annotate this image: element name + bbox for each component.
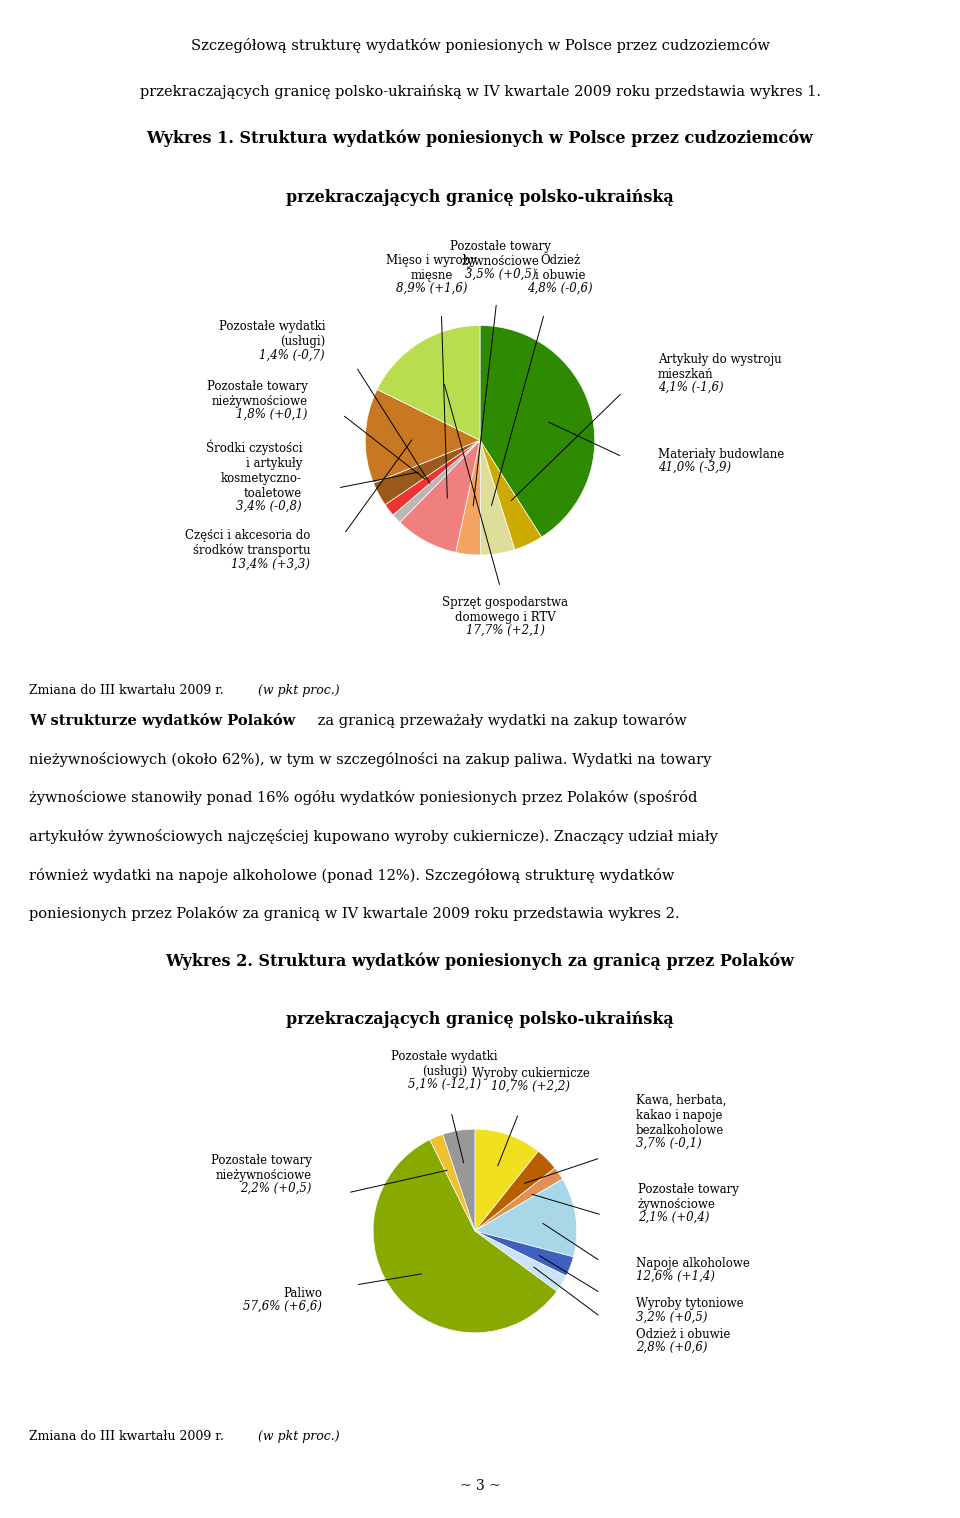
Text: 4,8% (-0,6): 4,8% (-0,6) — [528, 282, 593, 294]
Wedge shape — [443, 1129, 475, 1231]
Text: 8,9% (+1,6): 8,9% (+1,6) — [396, 282, 468, 294]
Wedge shape — [475, 1231, 566, 1292]
Text: Pozostałe towary
nieżywnościowe: Pozostałe towary nieżywnościowe — [211, 1154, 312, 1183]
Text: 17,7% (+2,1): 17,7% (+2,1) — [466, 624, 544, 638]
Text: 1,4% (-0,7): 1,4% (-0,7) — [259, 349, 325, 361]
Wedge shape — [475, 1167, 563, 1231]
Wedge shape — [475, 1151, 555, 1231]
Text: Zmiana do III kwartału 2009 r.: Zmiana do III kwartału 2009 r. — [29, 1430, 228, 1442]
Text: Kawa, herbata,
kakao i napoje
bezalkoholowe: Kawa, herbata, kakao i napoje bezalkohol… — [636, 1094, 727, 1137]
Text: 3,7% (-0,1): 3,7% (-0,1) — [636, 1137, 702, 1151]
Text: Artykuły do wystroju
mieszkań: Artykuły do wystroju mieszkań — [658, 352, 781, 381]
Wedge shape — [373, 1140, 557, 1333]
Text: Pozostałe wydatki
(usługi): Pozostałe wydatki (usługi) — [391, 1050, 497, 1078]
Text: artykułów żywnościowych najczęściej kupowano wyroby cukiernicze). Znaczący udzia: artykułów żywnościowych najczęściej kupo… — [29, 829, 718, 844]
Wedge shape — [456, 440, 481, 556]
Text: 2,2% (+0,5): 2,2% (+0,5) — [240, 1183, 312, 1195]
Text: przekraczających granicę polsko-ukraińską: przekraczających granicę polsko-ukraińsk… — [286, 1011, 674, 1028]
Text: Odzież
i obuwie: Odzież i obuwie — [535, 254, 586, 282]
Wedge shape — [365, 390, 480, 483]
Text: 41,0% (-3,9): 41,0% (-3,9) — [658, 461, 731, 474]
Wedge shape — [393, 440, 480, 522]
Text: Paliwo: Paliwo — [283, 1287, 323, 1301]
Text: 2,1% (+0,4): 2,1% (+0,4) — [637, 1210, 709, 1224]
Text: 3,2% (+0,5): 3,2% (+0,5) — [636, 1310, 708, 1324]
Wedge shape — [475, 1179, 577, 1257]
Text: Pozostałe towary
żywnościowe: Pozostałe towary żywnościowe — [637, 1183, 739, 1210]
Text: Pozostałe wydatki
(usługi): Pozostałe wydatki (usługi) — [219, 320, 325, 349]
Text: przekraczających granicę polsko-ukraińską w IV kwartale 2009 roku przedstawia wy: przekraczających granicę polsko-ukraińsk… — [139, 85, 821, 99]
Text: (w pkt proc.): (w pkt proc.) — [258, 1430, 340, 1442]
Text: Pozostałe towary
żywnościowe: Pozostałe towary żywnościowe — [450, 240, 551, 269]
Text: 10,7% (+2,2): 10,7% (+2,2) — [492, 1081, 570, 1093]
Text: żywnościowe stanowiły ponad 16% ogółu wydatków poniesionych przez Polaków (spośr: żywnościowe stanowiły ponad 16% ogółu wy… — [29, 791, 697, 806]
Wedge shape — [400, 440, 480, 553]
Text: Wyroby tytoniowe: Wyroby tytoniowe — [636, 1298, 743, 1310]
Wedge shape — [480, 440, 541, 550]
Wedge shape — [373, 440, 480, 504]
Text: również wydatki na napoje alkoholowe (ponad 12%). Szczegółową strukturę wydatków: również wydatki na napoje alkoholowe (po… — [29, 867, 674, 882]
Text: Zmiana do III kwartału 2009 r.: Zmiana do III kwartału 2009 r. — [29, 685, 228, 697]
Text: przekraczających granicę polsko-ukraińską: przekraczających granicę polsko-ukraińsk… — [286, 188, 674, 205]
Text: Pozostałe towary
nieżywnościowe: Pozostałe towary nieżywnościowe — [207, 380, 308, 408]
Text: za granicą przeważały wydatki na zakup towarów: za granicą przeważały wydatki na zakup t… — [313, 713, 686, 729]
Text: 57,6% (+6,6): 57,6% (+6,6) — [243, 1301, 323, 1313]
Text: ~ 3 ~: ~ 3 ~ — [460, 1479, 500, 1494]
Text: 2,8% (+0,6): 2,8% (+0,6) — [636, 1340, 708, 1354]
Wedge shape — [377, 325, 480, 440]
Text: 3,5% (+0,5): 3,5% (+0,5) — [465, 269, 537, 281]
Text: 4,1% (-1,6): 4,1% (-1,6) — [658, 381, 724, 393]
Text: 5,1% (-12,1): 5,1% (-12,1) — [408, 1078, 481, 1091]
Text: 3,4% (-0,8): 3,4% (-0,8) — [236, 499, 302, 513]
Text: Szczegółową strukturę wydatków poniesionych w Polsce przez cudzoziemców: Szczegółową strukturę wydatków poniesion… — [191, 38, 769, 53]
Wedge shape — [475, 1231, 573, 1277]
Text: (w pkt proc.): (w pkt proc.) — [258, 685, 340, 697]
Text: Materiały budowlane: Materiały budowlane — [658, 448, 784, 461]
Text: Wykres 2. Struktura wydatków poniesionych za granicą przez Polaków: Wykres 2. Struktura wydatków poniesionyc… — [165, 952, 795, 970]
Wedge shape — [475, 1129, 539, 1231]
Text: 12,6% (+1,4): 12,6% (+1,4) — [636, 1269, 715, 1283]
Text: 13,4% (+3,3): 13,4% (+3,3) — [231, 557, 310, 571]
Text: Sprzęt gospodarstwa
domowego i RTV: Sprzęt gospodarstwa domowego i RTV — [443, 597, 568, 624]
Text: Części i akcesoria do
środków transportu: Części i akcesoria do środków transportu — [184, 528, 310, 557]
Text: nieżywnościowych (około 62%), w tym w szczególności na zakup paliwa. Wydatki na : nieżywnościowych (około 62%), w tym w sz… — [29, 751, 711, 767]
Text: Wykres 1. Struktura wydatków poniesionych w Polsce przez cudzoziemców: Wykres 1. Struktura wydatków poniesionyc… — [147, 129, 813, 147]
Text: poniesionych przez Polaków za granicą w IV kwartale 2009 roku przedstawia wykres: poniesionych przez Polaków za granicą w … — [29, 906, 680, 921]
Text: Mięso i wyroby
mięsne: Mięso i wyroby mięsne — [386, 254, 477, 282]
Text: Napoje alkoholowe: Napoje alkoholowe — [636, 1257, 750, 1269]
Text: Wyroby cukiernicze: Wyroby cukiernicze — [472, 1067, 589, 1081]
Text: Odzież i obuwie: Odzież i obuwie — [636, 1328, 731, 1340]
Wedge shape — [480, 440, 515, 556]
Wedge shape — [430, 1134, 475, 1231]
Wedge shape — [385, 440, 480, 515]
Wedge shape — [480, 325, 595, 537]
Text: Środki czystości
i artykuły
kosmetyczno-
toaletowe: Środki czystości i artykuły kosmetyczno-… — [205, 439, 302, 499]
Text: W strukturze wydatków Polaków: W strukturze wydatków Polaków — [29, 713, 295, 729]
Text: 1,8% (+0,1): 1,8% (+0,1) — [236, 408, 308, 420]
